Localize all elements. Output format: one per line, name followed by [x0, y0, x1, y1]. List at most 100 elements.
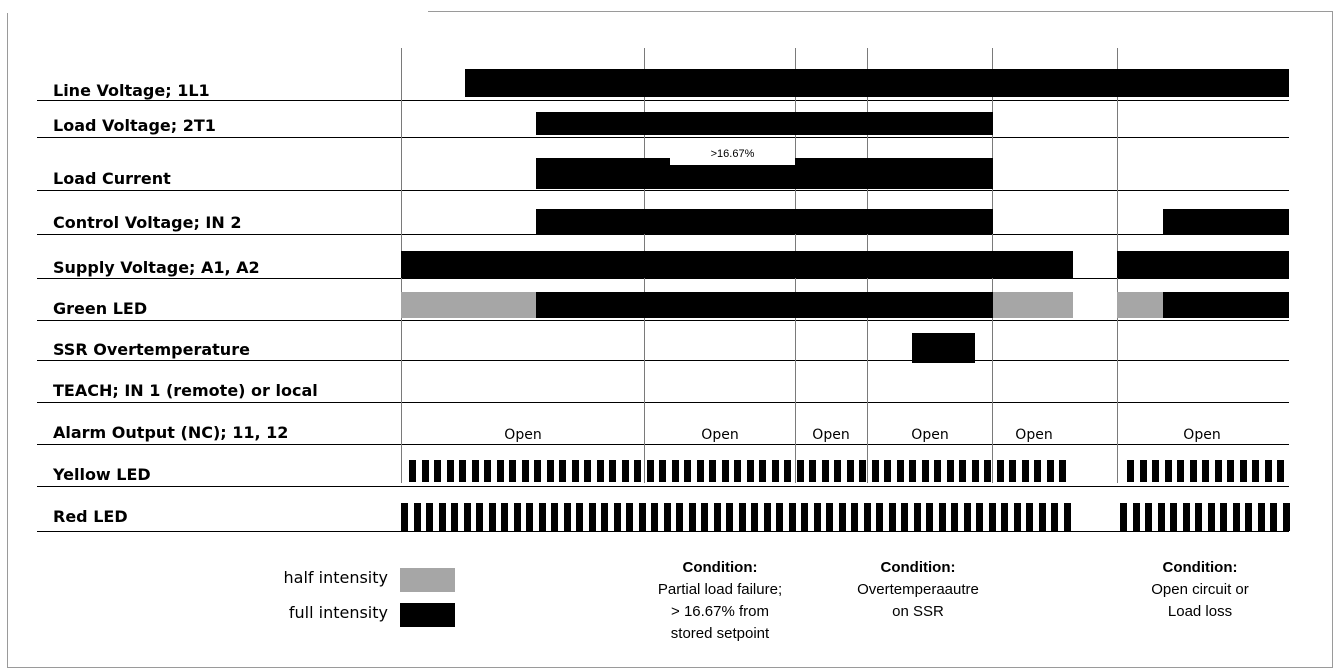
row-label-teach: TEACH; IN 1 (remote) or local	[53, 381, 318, 400]
red-led-flash-pulse	[1001, 503, 1008, 531]
yellow-led-flash-pulse	[1059, 460, 1066, 482]
yellow-led-flash-pulse	[872, 460, 879, 482]
condition-line: Partial load failure;	[657, 581, 783, 598]
yellow-led-flash-pulse	[1240, 460, 1247, 482]
red-led-flash-pulse	[826, 503, 833, 531]
condition-title: Condition:	[880, 559, 956, 576]
yellow-led-flash-pulse	[897, 460, 904, 482]
row-label-control-voltage: Control Voltage; IN 2	[53, 213, 242, 232]
row-label-red-led: Red LED	[53, 507, 128, 526]
yellow-led-flash-pulse	[534, 460, 541, 482]
red-led-flash-pulse	[976, 503, 983, 531]
red-led-flash-pulse	[664, 503, 671, 531]
condition-line: Open circuit or	[1151, 581, 1249, 598]
yellow-led-flash-pulse	[772, 460, 779, 482]
red-led-flash-pulse	[1208, 503, 1215, 531]
yellow-led-flash-pulse	[1165, 460, 1172, 482]
red-led-flash-pulse	[689, 503, 696, 531]
yellow-led-flash-pulse	[997, 460, 1004, 482]
red-led-flash-pulse	[814, 503, 821, 531]
yellow-led-flash-pulse	[1265, 460, 1272, 482]
full-intensity-bar	[1163, 209, 1289, 234]
red-led-flash-pulse	[576, 503, 583, 531]
yellow-led-flash-pulse	[722, 460, 729, 482]
yellow-led-flash-pulse	[972, 460, 979, 482]
yellow-led-flash-pulse	[822, 460, 829, 482]
condition-title: Condition:	[1162, 559, 1238, 576]
yellow-led-flash-pulse	[1009, 460, 1016, 482]
yellow-led-flash-pulse	[1277, 460, 1284, 482]
row-separator	[37, 444, 1289, 445]
yellow-led-flash-pulse	[1022, 460, 1029, 482]
red-led-flash-pulse	[439, 503, 446, 531]
yellow-led-flash-pulse	[1152, 460, 1159, 482]
red-led-flash-pulse	[751, 503, 758, 531]
yellow-led-flash-pulse	[1140, 460, 1147, 482]
yellow-led-flash-pulse	[1227, 460, 1234, 482]
row-separator	[37, 531, 1289, 532]
red-led-flash-pulse	[926, 503, 933, 531]
yellow-led-flash-pulse	[684, 460, 691, 482]
red-led-flash-pulse	[1158, 503, 1165, 531]
red-led-flash-pulse	[1220, 503, 1227, 531]
yellow-led-flash-pulse	[434, 460, 441, 482]
row-separator	[37, 486, 1289, 487]
yellow-led-flash-pulse	[597, 460, 604, 482]
yellow-led-flash-pulse	[1202, 460, 1209, 482]
red-led-flash-pulse	[964, 503, 971, 531]
yellow-led-flash-pulse	[522, 460, 529, 482]
yellow-led-flash-pulse	[959, 460, 966, 482]
row-label-yellow-led: Yellow LED	[53, 465, 151, 484]
red-led-flash-pulse	[1145, 503, 1152, 531]
alarm-open-label: Open	[701, 427, 739, 443]
legend-half-label: half intensity	[283, 568, 388, 587]
yellow-led-flash-pulse	[934, 460, 941, 482]
yellow-led-flash-pulse	[884, 460, 891, 482]
red-led-flash-pulse	[1170, 503, 1177, 531]
red-led-flash-pulse	[939, 503, 946, 531]
red-led-flash-pulse	[501, 503, 508, 531]
red-led-flash-pulse	[1120, 503, 1127, 531]
condition-line: on SSR	[892, 603, 944, 620]
yellow-led-flash-pulse	[659, 460, 666, 482]
yellow-led-flash-pulse	[734, 460, 741, 482]
red-led-flash-pulse	[539, 503, 546, 531]
full-intensity-bar	[795, 158, 993, 189]
yellow-led-flash-pulse	[834, 460, 841, 482]
red-led-flash-pulse	[801, 503, 808, 531]
full-intensity-bar	[536, 292, 993, 318]
row-separator	[37, 100, 1289, 101]
half-intensity-bar	[1117, 292, 1163, 318]
red-led-flash-pulse	[864, 503, 871, 531]
red-led-flash-pulse	[1283, 503, 1290, 531]
full-intensity-bar	[912, 333, 975, 363]
red-led-flash-pulse	[489, 503, 496, 531]
red-led-flash-pulse	[951, 503, 958, 531]
yellow-led-flash-pulse	[784, 460, 791, 482]
yellow-led-flash-pulse	[622, 460, 629, 482]
condition-line: stored setpoint	[670, 625, 770, 642]
alarm-open-label: Open	[1015, 427, 1053, 443]
red-led-flash-pulse	[651, 503, 658, 531]
red-led-flash-pulse	[764, 503, 771, 531]
yellow-led-flash-pulse	[1177, 460, 1184, 482]
yellow-led-flash-pulse	[709, 460, 716, 482]
yellow-led-flash-pulse	[422, 460, 429, 482]
condition-title: Condition:	[682, 559, 758, 576]
yellow-led-flash-pulse	[647, 460, 654, 482]
alarm-open-label: Open	[911, 427, 949, 443]
legend-full-swatch	[400, 603, 455, 627]
red-led-flash-pulse	[714, 503, 721, 531]
row-separator	[37, 190, 1289, 191]
red-led-flash-pulse	[551, 503, 558, 531]
red-led-flash-pulse	[1183, 503, 1190, 531]
red-led-flash-pulse	[414, 503, 421, 531]
red-led-flash-pulse	[901, 503, 908, 531]
condition-partial-load-failure: Condition: Partial load failure; > 16.67…	[620, 557, 820, 645]
full-intensity-bar	[1117, 251, 1289, 278]
red-led-flash-pulse	[1064, 503, 1071, 531]
red-led-flash-pulse	[1039, 503, 1046, 531]
yellow-led-flash-pulse	[759, 460, 766, 482]
red-led-flash-pulse	[1195, 503, 1202, 531]
row-separator	[37, 137, 1289, 138]
